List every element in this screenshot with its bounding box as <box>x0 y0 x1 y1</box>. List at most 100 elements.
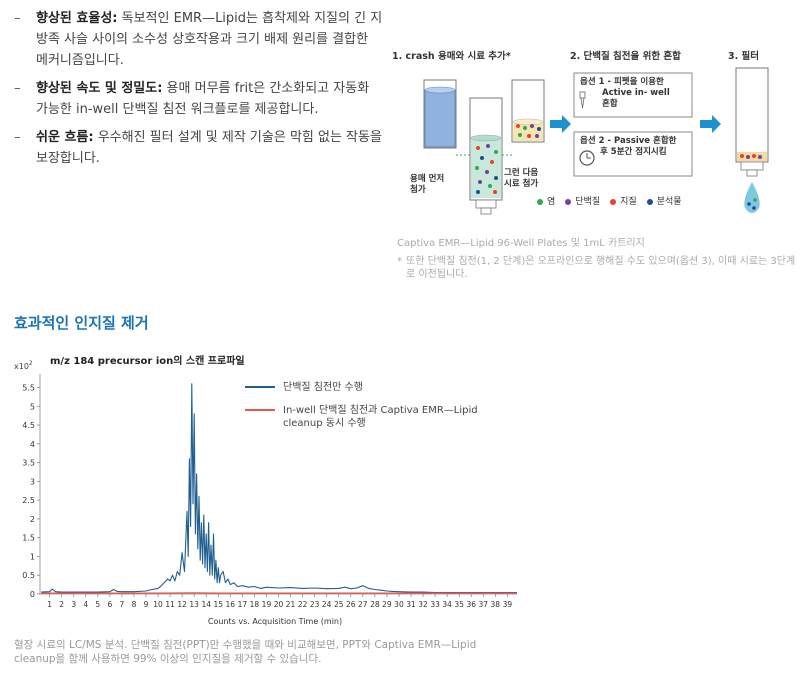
salt-dot-icon <box>537 198 543 205</box>
step-1-label: 1. crash 용매와 시료 추가* <box>392 51 511 62</box>
x-tick-label: 8 <box>132 600 137 609</box>
then-sample-line: 그런 다음 <box>504 168 539 178</box>
x-tick-label: 12 <box>177 600 187 609</box>
series-line-ppt <box>41 383 517 594</box>
legend-item-analyte: 분석물 <box>646 194 682 207</box>
step-2-label: 2. 단백질 침전을 위한 혼합 <box>570 51 681 62</box>
diagram-caption: Captiva EMR—Lipid 96-Well Plates 및 1mL 카… <box>397 238 645 249</box>
bullet-dash: – <box>14 11 21 26</box>
x-tick-label: 21 <box>286 600 296 609</box>
chromatogram-chart: m/z 184 precursor ion의 스캔 프로파일 x102 00.5… <box>14 354 517 626</box>
cartridge-tube-icon <box>469 97 503 215</box>
solvent-first-label: 용매 먼저 첨가 <box>410 174 444 196</box>
x-tick-label: 10 <box>153 600 163 609</box>
y-tick-label: 3.5 <box>22 459 35 468</box>
x-tick-label: 28 <box>370 600 380 609</box>
bullet-dash: – <box>14 81 21 96</box>
diagram-captions: Captiva EMR—Lipid 96-Well Plates 및 1mL 카… <box>397 234 797 281</box>
legend-label: 단백질 <box>575 197 601 207</box>
x-tick-label: 31 <box>406 600 416 609</box>
x-tick-label: 39 <box>503 600 513 609</box>
option-1-line: Active in- well <box>602 88 670 98</box>
x-tick-label: 24 <box>322 600 332 609</box>
feature-text: 독보적인 EMR—Lipid는 흡착제와 지질의 긴 지방족 사슬 사이의 소수… <box>36 11 383 68</box>
x-tick-label: 27 <box>358 600 368 609</box>
x-tick-label: 29 <box>382 600 392 609</box>
x-tick-label: 1 <box>47 600 52 609</box>
chart-title: m/z 184 precursor ion의 스캔 프로파일 <box>50 354 245 367</box>
then-sample-line: 시료 첨가 <box>504 179 539 189</box>
feature-text: 우수해진 필터 설계 및 제작 기술은 막힘 없는 작동을 보장합니다. <box>36 130 382 166</box>
x-tick-label: 34 <box>442 600 452 609</box>
arrow-right-icon <box>550 115 571 133</box>
x-tick-label: 30 <box>394 600 404 609</box>
feature-speed: – 향상된 속도 및 정밀도: 용매 머무름 frit은 간소화되고 자동화 가… <box>14 78 384 120</box>
x-tick-label: 6 <box>107 600 112 609</box>
workflow-graphics <box>423 67 769 215</box>
x-tick-label: 9 <box>144 600 149 609</box>
option-1-title: 옵션 1 - 피펫을 이용한 <box>580 77 664 87</box>
feature-title: 향상된 효율성: <box>36 11 118 26</box>
x-tick-label: 11 <box>165 600 175 609</box>
feature-efficiency: – 향상된 효율성: 독보적인 EMR—Lipid는 흡착제와 지질의 긴 지방… <box>14 8 384 71</box>
x-tick-label: 4 <box>83 600 88 609</box>
legend-label: 분석물 <box>656 197 682 207</box>
option-2-box <box>573 131 693 177</box>
clock-icon <box>579 150 595 166</box>
x-tick-label: 37 <box>478 600 488 609</box>
chart-caption: 혈장 시료의 LC/MS 분석. 단백질 침전(PPT)만 수행했을 때와 비교… <box>14 639 477 665</box>
x-tick-label: 26 <box>346 600 356 609</box>
x-axis-label: Counts vs. Acquisition Time (min) <box>208 617 342 626</box>
y-tick-label: 2 <box>30 515 35 524</box>
feature-flow: – 쉬운 흐름: 우수해진 필터 설계 및 제작 기술은 막힘 없는 작동을 보… <box>14 127 384 169</box>
chart-series <box>41 383 517 594</box>
feature-title: 향상된 속도 및 정밀도: <box>36 81 163 96</box>
y-tick-label: 4.5 <box>22 421 35 430</box>
y-exponent-base: x10 <box>14 362 29 371</box>
y-tick-label: 5.5 <box>22 384 35 393</box>
y-tick-label: 4 <box>30 440 35 449</box>
y-tick-label: 1.5 <box>22 534 35 543</box>
y-tick-label: 1 <box>30 552 35 561</box>
legend-label: cleanup 동시 수행 <box>283 417 366 429</box>
x-tick-label: 16 <box>226 600 236 609</box>
option-2-text: 옵션 2 - Passive 혼합한 후 5분간 정지시킴 <box>580 136 676 158</box>
footnote-text: 또한 단백질 침전(1, 2 단계)은 오프라인으로 행해질 수도 있으며(옵션… <box>406 256 796 280</box>
option-1-text: 옵션 1 - 피펫을 이용한 Active in- well 혼합 <box>580 77 670 110</box>
workflow-diagram: 1. crash 용매와 시료 추가* 2. 단백질 침전을 위한 혼합 3. … <box>392 40 800 240</box>
legend-label: 지질 <box>620 197 637 207</box>
x-tick-label: 32 <box>418 600 428 609</box>
legend-label: 염 <box>547 197 556 207</box>
option-1-box <box>573 72 693 118</box>
chart-axes: 00.511.522.533.544.555.51 2 3 4 5 6 7 8 9 10 11 12 1… <box>22 374 517 609</box>
x-tick-label: 13 <box>189 600 199 609</box>
pipette-icon <box>579 91 586 109</box>
y-tick-label: 3 <box>30 477 35 486</box>
legend-item-protein: 단백질 <box>565 194 600 207</box>
protein-dot-icon <box>565 198 572 205</box>
chart-legend: 단백질 침전만 수행 In-well 단백질 침전과 Captiva EMR—Li… <box>245 381 478 429</box>
x-tick-label: 22 <box>298 600 308 609</box>
feature-text: 용매 머무름 frit은 간소화되고 자동화 가능한 in-well 단백질 침… <box>36 81 370 117</box>
x-tick-label: 25 <box>334 600 344 609</box>
y-exponent-label: x102 <box>14 360 33 371</box>
x-tick-label: 5 <box>95 600 100 609</box>
legend-item-salt: 염 <box>537 194 555 207</box>
x-tick-label: 38 <box>491 600 501 609</box>
x-tick-label: 3 <box>71 600 76 609</box>
y-exponent-power: 2 <box>29 360 33 367</box>
x-tick-label: 23 <box>310 600 320 609</box>
x-tick-label: 2 <box>59 600 64 609</box>
then-sample-label: 그런 다음 시료 첨가 <box>504 168 538 190</box>
x-tick-label: 14 <box>201 600 211 609</box>
solvent-tube-icon <box>423 79 457 149</box>
option-1-line: 혼합 <box>602 99 618 109</box>
y-tick-label: 2.5 <box>22 496 35 505</box>
x-tick-label: 36 <box>466 600 476 609</box>
bullet-dash: – <box>14 130 21 145</box>
feature-title: 쉬운 흐름: <box>36 130 94 145</box>
lipid-dot-icon <box>610 198 617 205</box>
particle-legend: 염 단백질 지질 분석물 <box>537 194 682 207</box>
option-2-title: 옵션 2 - Passive 혼합한 <box>580 136 677 146</box>
y-tick-label: 0 <box>30 590 35 599</box>
